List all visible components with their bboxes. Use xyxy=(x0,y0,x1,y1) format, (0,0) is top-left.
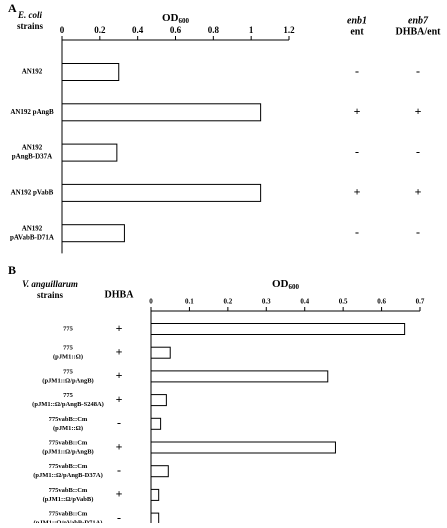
category-label: (pJM1::Ω/pAngB-D37A) xyxy=(33,472,102,479)
x-axis-label-subscript: 600 xyxy=(289,283,300,291)
category-label: AN192 xyxy=(22,68,43,76)
column-value: - xyxy=(117,463,121,477)
x-axis-label-text: OD xyxy=(272,278,289,290)
bar xyxy=(61,63,120,81)
x-axis-label: OD600 xyxy=(162,12,190,25)
x-tick-label: 0.2 xyxy=(223,298,232,306)
category-label: 775vabB::Cm xyxy=(49,511,88,518)
column-value: + xyxy=(415,104,422,118)
bar xyxy=(150,346,171,359)
x-tick-label: 0.6 xyxy=(170,25,182,35)
x-tick-label: 0.6 xyxy=(377,298,386,306)
category-label: 775 xyxy=(63,392,74,399)
bar xyxy=(61,143,118,162)
column-value: - xyxy=(355,144,359,158)
category-title: strains xyxy=(37,290,64,300)
bar xyxy=(150,441,336,454)
category-label: (pJM1::Ω/pVabB) xyxy=(43,496,94,503)
bar xyxy=(150,417,162,430)
category-label: AN192 xyxy=(22,144,43,152)
x-tick-label: 0.2 xyxy=(94,25,106,35)
category-label: 775vabB::Cm xyxy=(49,487,88,494)
category-label: (pJM1::Ω/pAngB-S248A) xyxy=(32,401,104,408)
x-tick-label: 0.4 xyxy=(300,298,309,306)
category-label: 775 xyxy=(63,345,74,352)
column-header: ent xyxy=(350,26,364,37)
x-axis-label-text: OD xyxy=(162,12,179,24)
category-label: 775vabB::Cm xyxy=(49,463,88,470)
x-axis-label-subscript: 600 xyxy=(179,17,190,25)
x-tick-label: 0.1 xyxy=(185,298,194,306)
x-tick-label: 0.4 xyxy=(132,25,144,35)
category-label: pAngB-D37A xyxy=(12,153,52,161)
bar xyxy=(150,394,167,407)
column-value: - xyxy=(416,64,420,78)
column-header: DHBA/ent xyxy=(396,26,442,37)
category-label: AN192 xyxy=(22,224,43,232)
x-tick-label: 1.2 xyxy=(283,25,295,35)
panel-label: B xyxy=(8,263,16,277)
x-tick-label: 0.5 xyxy=(339,298,348,306)
bar xyxy=(61,103,262,122)
column-header: DHBA xyxy=(105,289,135,300)
category-label: (pJM1::Ω/pVabB-D71A) xyxy=(34,520,103,523)
category-label: 775 xyxy=(63,325,74,332)
column-value: + xyxy=(116,368,123,382)
column-value: - xyxy=(355,225,359,239)
column-value: + xyxy=(116,321,123,335)
panel-label: A xyxy=(8,1,17,15)
x-tick-label: 0 xyxy=(149,298,153,306)
column-value: - xyxy=(416,225,420,239)
column-header: enb7 xyxy=(408,15,429,26)
column-value: - xyxy=(416,144,420,158)
bar xyxy=(61,183,262,202)
x-tick-label: 0 xyxy=(60,25,65,35)
bar xyxy=(150,465,169,478)
bar xyxy=(150,323,406,335)
column-value: + xyxy=(116,392,123,406)
column-value: + xyxy=(116,439,123,453)
category-label: (pJM1::Ω/pAngB) xyxy=(42,448,93,455)
column-value: - xyxy=(355,64,359,78)
category-title: strains xyxy=(17,21,44,31)
column-value: + xyxy=(415,185,422,199)
category-label: (pJM1::Ω/pAngB) xyxy=(42,377,93,384)
category-label: AN192 pVabB xyxy=(11,189,54,197)
category-title: E. coli xyxy=(17,10,42,20)
bar xyxy=(61,224,125,243)
bar xyxy=(150,488,160,501)
bar xyxy=(150,512,160,525)
column-value: - xyxy=(117,416,121,430)
x-tick-label: 1 xyxy=(249,25,254,35)
column-value: + xyxy=(354,185,361,199)
column-value: + xyxy=(354,104,361,118)
column-value: + xyxy=(116,487,123,501)
category-label: 775vabB::Cm xyxy=(49,439,88,446)
category-label: pAVabB-D71A xyxy=(10,233,54,241)
column-header: enb1 xyxy=(347,15,367,26)
x-tick-label: 0.8 xyxy=(208,25,220,35)
category-label: 775vabB::Cm xyxy=(49,416,88,423)
x-tick-label: 0.7 xyxy=(416,298,425,306)
category-label: (pJM1::Ω) xyxy=(53,425,83,432)
category-label: (pJM1::Ω) xyxy=(53,354,83,361)
category-label: AN192 pAngB xyxy=(10,108,54,116)
column-value: - xyxy=(117,510,121,523)
bar xyxy=(150,370,329,383)
category-label: 775 xyxy=(63,368,74,375)
column-value: + xyxy=(116,344,123,358)
x-axis-label: OD600 xyxy=(272,278,300,291)
x-tick-label: 0.3 xyxy=(262,298,271,306)
category-title: V. anguillarum xyxy=(22,279,78,289)
